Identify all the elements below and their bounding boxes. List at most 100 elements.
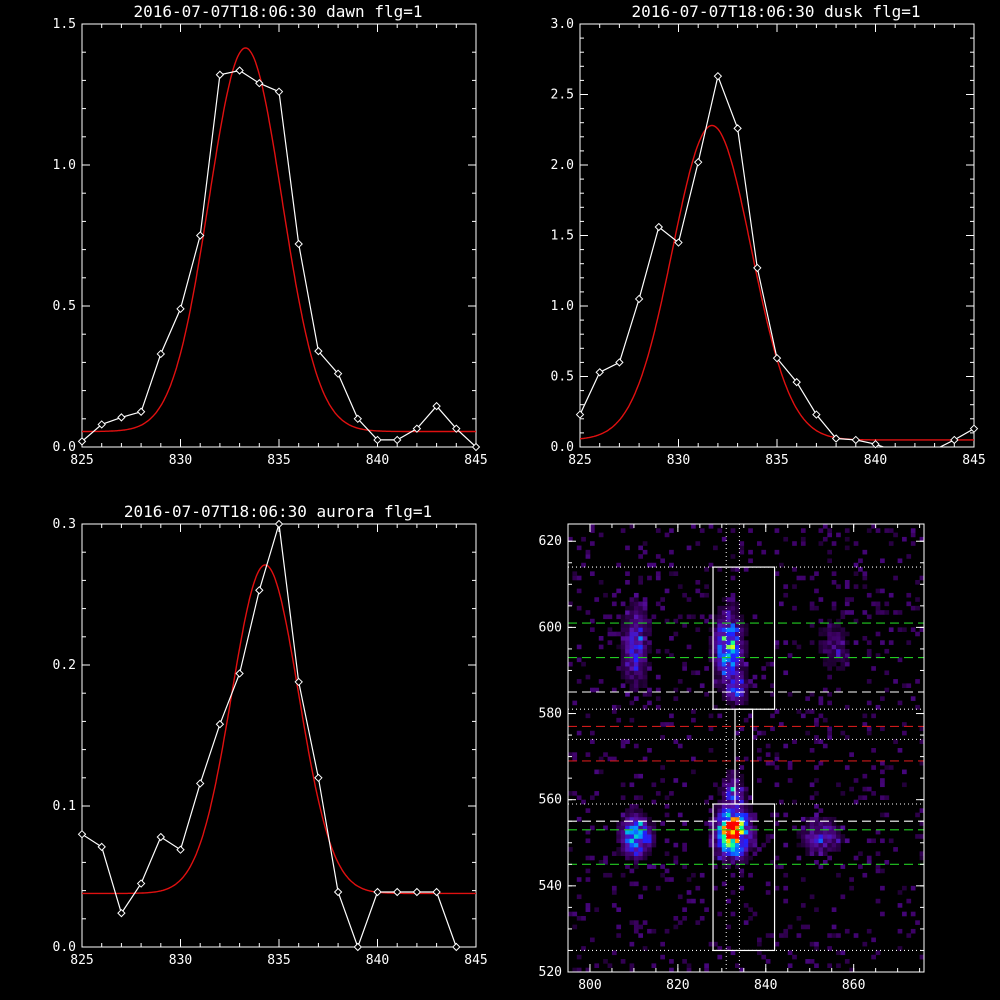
- aurora-xtick-label: 830: [169, 953, 192, 968]
- heatmap-cell: [906, 554, 912, 559]
- heatmap-cell: [611, 631, 617, 637]
- heatmap-cell: [800, 541, 806, 546]
- heatmap-cell: [699, 614, 705, 620]
- heatmap-cell: [721, 631, 727, 637]
- heatmap-cell: [919, 954, 925, 960]
- heatmap-cell: [713, 618, 718, 624]
- heatmap-cell: [581, 946, 586, 951]
- heatmap-cell: [633, 829, 639, 835]
- heatmap-cell: [743, 696, 749, 701]
- heatmap-cell: [783, 743, 789, 749]
- heatmap-cell: [774, 752, 780, 757]
- heatmap-cell: [607, 640, 613, 645]
- heatmap-cell: [735, 730, 740, 736]
- heatmap-cell: [752, 674, 758, 680]
- heatmap-cell: [717, 618, 723, 624]
- heatmap-cell: [629, 618, 635, 624]
- heatmap-cell: [814, 739, 819, 744]
- heatmap-cell: [730, 872, 736, 878]
- heatmap-cell: [765, 890, 771, 895]
- heatmap-cell: [651, 838, 657, 844]
- heatmap-cell: [735, 808, 740, 813]
- heatmap-cell: [893, 610, 898, 615]
- heatmap-cell: [792, 739, 797, 744]
- heatmap-cell: [730, 829, 736, 835]
- heatmap-cell: [594, 769, 600, 775]
- heatmap-cell: [664, 868, 670, 874]
- heatmap-cell: [831, 541, 837, 546]
- heatmap-cell: [572, 700, 578, 706]
- heatmap-cell: [840, 666, 846, 671]
- heatmap-cell: [730, 592, 736, 598]
- heatmap-cell: [902, 782, 907, 788]
- heatmap-cell: [589, 627, 595, 632]
- heatmap-cell: [713, 804, 718, 809]
- heatmap-cell: [625, 631, 630, 637]
- heatmap-cell: [735, 648, 740, 654]
- heatmap-cell: [730, 834, 736, 839]
- heatmap-cell: [875, 868, 881, 874]
- heatmap-cell: [774, 765, 780, 770]
- heatmap-cell: [831, 653, 837, 658]
- heatmap-cell: [730, 666, 736, 671]
- heatmap-cell: [713, 631, 718, 637]
- heatmap-cell: [572, 571, 578, 576]
- heatmap-cell: [871, 954, 876, 960]
- dusk-xtick-label: 835: [765, 453, 788, 468]
- heatmap-cell: [875, 605, 881, 611]
- heatmap-cell: [704, 584, 709, 589]
- heatmap-cell: [629, 644, 635, 650]
- heatmap-cell: [840, 653, 846, 658]
- heatmap-cell: [629, 816, 635, 822]
- heatmap-cell: [866, 730, 872, 736]
- heatmap-cell: [677, 920, 683, 925]
- heatmap-cell: [743, 851, 749, 856]
- heatmap-cell: [721, 838, 727, 844]
- heatmap-cell: [625, 636, 630, 641]
- heatmap-cell: [743, 700, 749, 706]
- heatmap-cell: [576, 816, 582, 822]
- heatmap-cell: [695, 580, 701, 585]
- heatmap-cell: [888, 528, 894, 533]
- heatmap-cell: [726, 623, 731, 628]
- heatmap-cell: [756, 941, 762, 947]
- heatmap-cell: [726, 610, 731, 615]
- heatmap-cell: [844, 601, 850, 607]
- heatmap-cell: [730, 614, 736, 620]
- heatmap-cell: [743, 679, 749, 684]
- heatmap-cell: [814, 847, 819, 852]
- dawn-data-point: [412, 424, 422, 433]
- heatmap-cell: [633, 592, 639, 598]
- heatmap-cell: [713, 842, 718, 848]
- heatmap-cell: [655, 791, 661, 796]
- heatmap-cell: [822, 644, 828, 650]
- heatmap-cell: [761, 666, 767, 671]
- heatmap-cell: [717, 674, 723, 680]
- heatmap-cell: [730, 847, 736, 852]
- heatmap-cell: [906, 592, 912, 598]
- heatmap-cell: [884, 528, 890, 533]
- heatmap-cell: [726, 769, 731, 775]
- heatmap-cell: [726, 946, 731, 951]
- dusk-data-point: [693, 157, 703, 167]
- dusk-ytick-label: 2.0: [551, 158, 574, 173]
- heatmap-cell: [638, 545, 644, 551]
- heatmap-cell: [770, 834, 775, 839]
- heatmap-cell: [721, 851, 727, 856]
- heatmap-cell: [633, 855, 639, 861]
- heatmap-cell: [598, 644, 604, 650]
- heatmap-cell: [739, 791, 745, 796]
- heatmap-cell: [633, 825, 639, 831]
- heatmap-cell: [633, 804, 639, 809]
- heatmap-cell: [633, 881, 639, 887]
- heatmap-cell: [647, 928, 652, 934]
- heatmap-cell: [620, 670, 626, 676]
- heatmap-cell: [827, 963, 833, 968]
- heatmap-cell: [620, 683, 626, 688]
- heatmap-cell: [739, 967, 745, 973]
- heatmap-cell: [726, 864, 731, 869]
- heatmap-cell: [818, 760, 824, 766]
- heatmap-cell: [633, 812, 639, 818]
- heatmap-cell: [858, 851, 863, 856]
- heatmap-cell: [726, 687, 731, 693]
